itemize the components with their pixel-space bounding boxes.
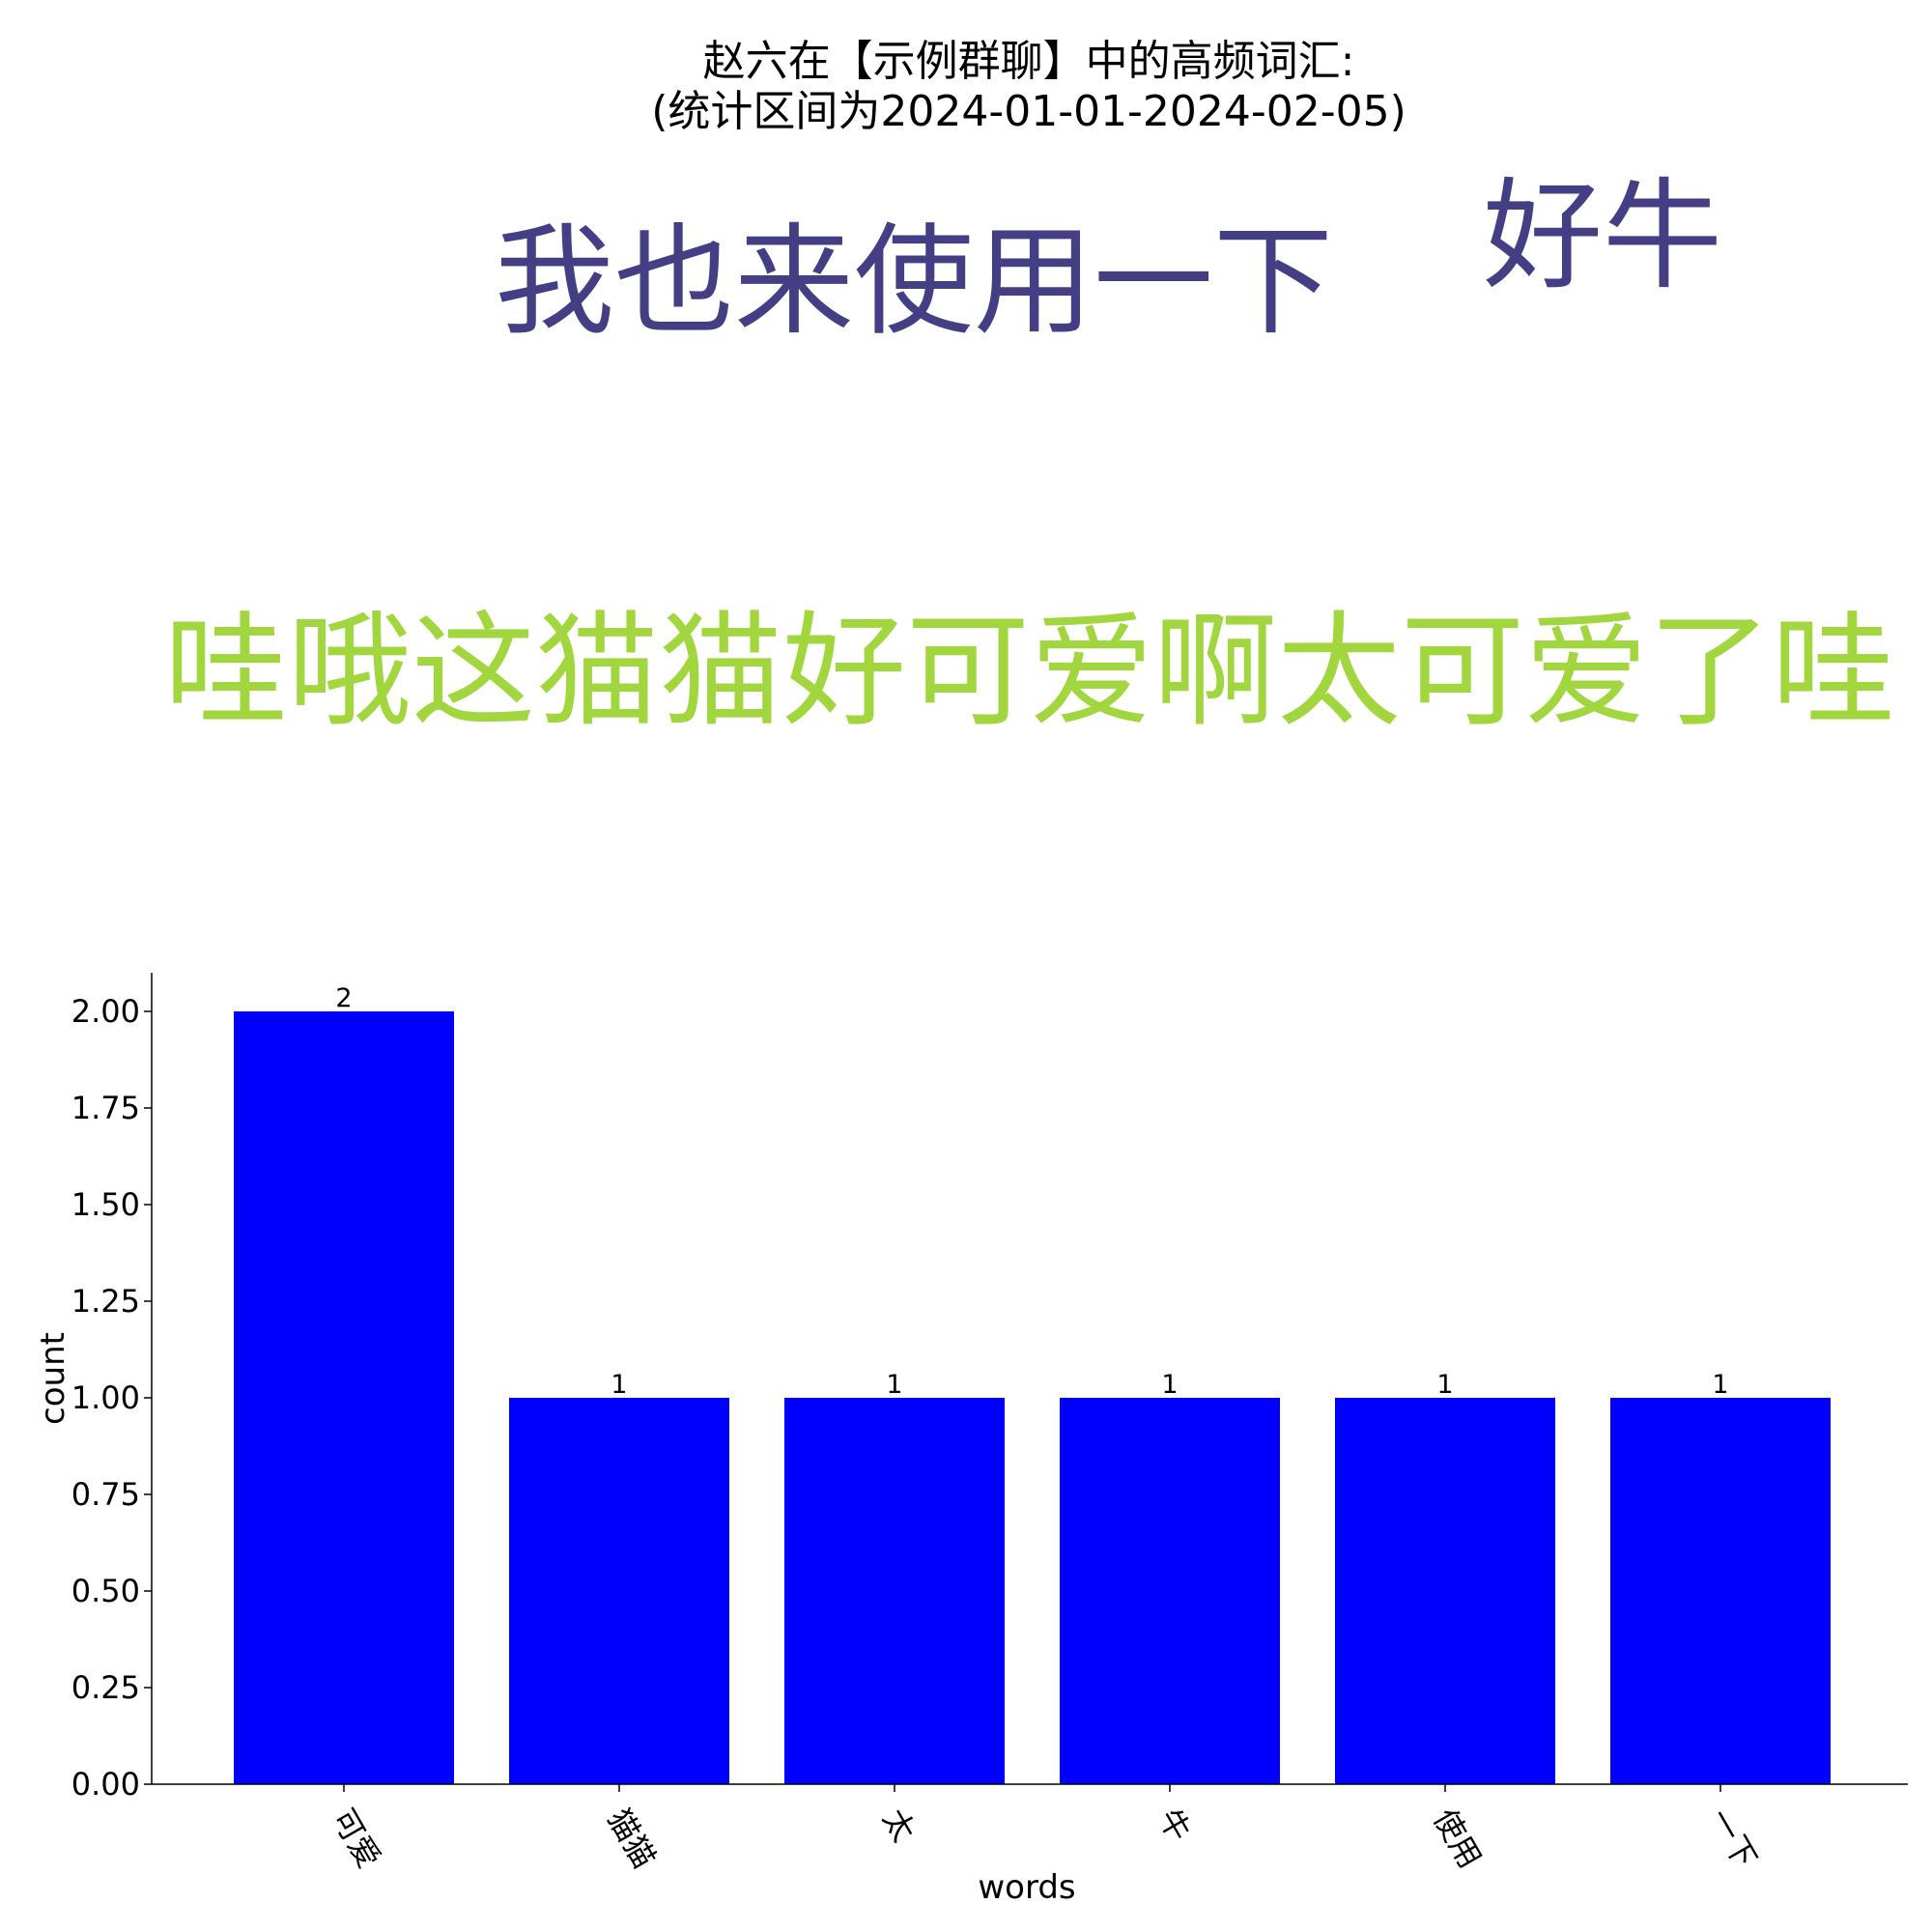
data-label: 1 — [1161, 1370, 1178, 1400]
x-tick-label: 太 — [875, 1803, 923, 1848]
chart-title: 赵六在【示例群聊】中的高频词汇: (统计区间为2024-01-01-2024-0… — [0, 37, 1932, 137]
bar — [1335, 1398, 1555, 1784]
data-label: 1 — [886, 1370, 902, 1400]
x-tick-label: 一下 — [1701, 1803, 1764, 1874]
chart-title-line1: 赵六在【示例群聊】中的高频词汇: — [702, 37, 1355, 86]
x-axis-label: words — [978, 1868, 1075, 1907]
y-tick-label: 2.00 — [71, 993, 140, 1030]
y-tick-label: 0.00 — [71, 1766, 140, 1803]
bar — [234, 1011, 454, 1784]
chart-title-line2: (统计区间为2024-01-01-2024-02-05) — [651, 87, 1406, 136]
wordcloud-word-3: 哇哦这猫猫好可爱啊太可爱了哇 — [164, 600, 1896, 744]
y-tick-label: 1.50 — [71, 1186, 140, 1223]
x-tick-label: 使用 — [1426, 1803, 1489, 1874]
y-tick-label: 1.00 — [71, 1379, 140, 1416]
bar — [1610, 1398, 1831, 1784]
data-label: 2 — [335, 983, 352, 1013]
wordcloud-word-2: 好牛 — [1483, 167, 1723, 306]
x-tick-label: 牛 — [1151, 1803, 1198, 1848]
data-label: 1 — [1712, 1370, 1728, 1400]
x-tick-label: 可爱 — [325, 1803, 387, 1874]
bar — [509, 1398, 729, 1784]
y-axis-label: count — [34, 1332, 72, 1425]
y-tick-label: 0.25 — [71, 1669, 140, 1706]
bar — [784, 1398, 1005, 1784]
y-tick-label: 1.25 — [71, 1283, 140, 1320]
bar — [1060, 1398, 1280, 1784]
y-tick-label: 0.50 — [71, 1573, 140, 1609]
wordcloud-word-1: 我也来使用一下 — [495, 213, 1334, 352]
data-label: 1 — [611, 1370, 627, 1400]
x-tick-label: 猫猫 — [600, 1803, 663, 1874]
data-label: 1 — [1436, 1370, 1453, 1400]
y-tick-label: 0.75 — [71, 1476, 140, 1513]
y-tick-label: 1.75 — [71, 1090, 140, 1126]
